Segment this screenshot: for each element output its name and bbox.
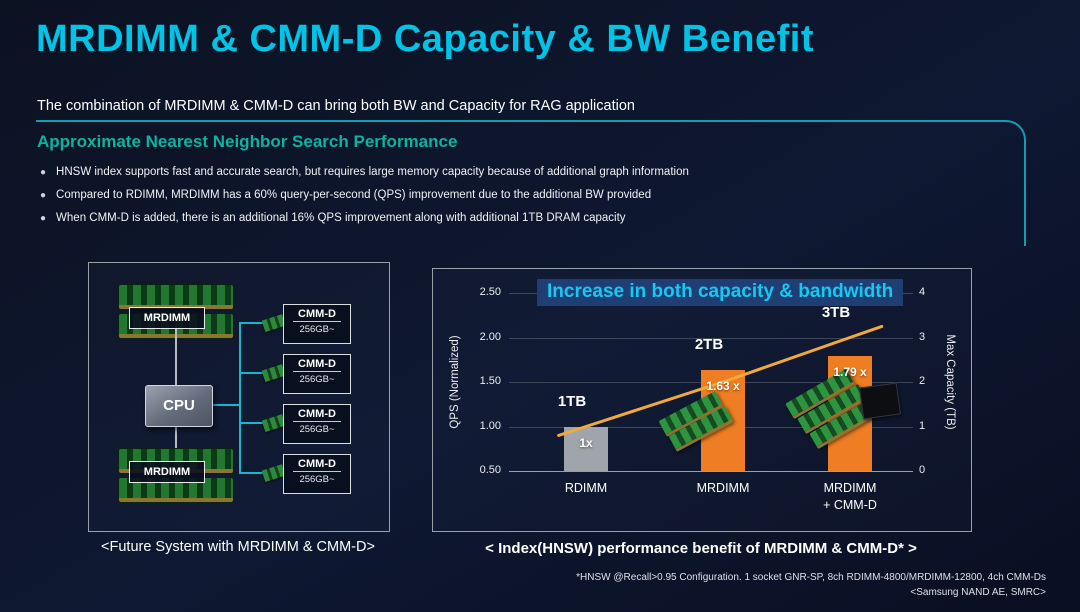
cmmd-module: CMM-D 256GB~ xyxy=(261,354,361,394)
cmmd-box: CMM-D 256GB~ xyxy=(283,304,351,344)
cmmd-name: CMM-D xyxy=(293,358,341,372)
capacity-label: 2TB xyxy=(694,336,724,354)
chart-panel: Increase in both capacity & bandwidth QP… xyxy=(432,268,972,532)
left-axis-label: QPS (Normalized) xyxy=(449,335,461,429)
cmmd-name: CMM-D xyxy=(293,308,341,322)
footnote-line-2: <Samsung NAND AE, SMRC> xyxy=(910,587,1046,598)
left-axis-tick: 2.50 xyxy=(479,286,501,298)
left-axis-tick: 1.00 xyxy=(479,419,501,432)
diagram-caption: <Future System with MRDIMM & CMM-D> xyxy=(101,539,375,555)
mrdimm-bottom-label: MRDIMM xyxy=(129,461,205,483)
bullet-dot-icon: ● xyxy=(40,167,47,178)
cmmd-capacity: 256GB~ xyxy=(299,324,335,335)
left-axis-tick: 2.00 xyxy=(479,330,501,343)
ssd-image xyxy=(858,382,902,420)
bullet-text: HNSW index supports fast and accurate se… xyxy=(56,166,689,178)
cmmd-module: CMM-D 256GB~ xyxy=(261,404,361,444)
bullet-item: ● Compared to RDIMM, MRDIMM has a 60% qu… xyxy=(40,189,960,203)
footnote: *HNSW @Recall>0.95 Configuration. 1 sock… xyxy=(576,570,1046,600)
bullet-text: When CMM-D is added, there is an additio… xyxy=(56,212,626,224)
right-axis-tick: 1 xyxy=(919,419,926,432)
category-label: MRDIMM xyxy=(696,481,750,495)
right-axis-tick: 0 xyxy=(919,464,926,476)
category-label: RDIMM xyxy=(564,481,608,495)
chart-caption: < Index(HNSW) performance benefit of MRD… xyxy=(485,540,917,557)
bar-value-label: 1.79 x xyxy=(833,365,867,380)
bar-value-label: 1x xyxy=(579,435,593,450)
cmmd-box: CMM-D 256GB~ xyxy=(283,404,351,444)
cmmd-name: CMM-D xyxy=(293,408,341,422)
divider-bracket xyxy=(36,120,1026,246)
right-axis-label: Max Capacity (TB) xyxy=(944,334,956,430)
cmmd-box: CMM-D 256GB~ xyxy=(283,354,351,394)
cpu-chip: CPU xyxy=(145,385,213,427)
bar-value-label: 1.63 x xyxy=(706,379,740,394)
bullet-item: ● When CMM-D is added, there is an addit… xyxy=(40,212,960,226)
bullet-list: ● HNSW index supports fast and accurate … xyxy=(40,166,960,235)
right-axis-tick: 4 xyxy=(919,286,926,298)
cmmd-name: CMM-D xyxy=(293,458,341,472)
right-axis-tick: 3 xyxy=(919,330,926,343)
bullet-text: Compared to RDIMM, MRDIMM has a 60% quer… xyxy=(56,189,652,201)
ram-stick-image xyxy=(119,285,233,309)
bullet-dot-icon: ● xyxy=(40,213,47,224)
mrdimm-top-label: MRDIMM xyxy=(129,307,205,329)
category-label: MRDIMM + CMM-D xyxy=(823,481,877,512)
cmmd-box: CMM-D 256GB~ xyxy=(283,454,351,494)
cmmd-module: CMM-D 256GB~ xyxy=(261,304,361,344)
cmmd-capacity: 256GB~ xyxy=(299,474,335,485)
cpu-cmmd-link-line xyxy=(211,404,241,406)
bullet-dot-icon: ● xyxy=(40,190,47,201)
chart-title: Increase in both capacity & bandwidth xyxy=(537,279,904,306)
cmmd-capacity: 256GB~ xyxy=(299,424,335,435)
footnote-line-1: *HNSW @Recall>0.95 Configuration. 1 sock… xyxy=(576,572,1046,583)
slide-subtitle: The combination of MRDIMM & CMM-D can br… xyxy=(37,98,635,114)
system-diagram-panel: MRDIMM MRDIMM CPU CMM-D 256GB~ CMM-D 256… xyxy=(88,262,390,532)
gridline xyxy=(509,471,913,472)
left-axis-tick: 0.50 xyxy=(479,464,501,476)
bullet-item: ● HNSW index supports fast and accurate … xyxy=(40,166,960,180)
left-axis-tick: 1.50 xyxy=(479,375,501,387)
slide-title: MRDIMM & CMM-D Capacity & BW Benefit xyxy=(36,18,814,60)
right-axis-tick: 2 xyxy=(919,375,926,387)
capacity-label: 3TB xyxy=(821,303,851,321)
capacity-label: 1TB xyxy=(557,392,587,410)
cmmd-module: CMM-D 256GB~ xyxy=(261,454,361,494)
cmmd-bus-line xyxy=(239,322,241,474)
cmmd-capacity: 256GB~ xyxy=(299,374,335,385)
section-header: Approximate Nearest Neighbor Search Perf… xyxy=(37,132,458,151)
